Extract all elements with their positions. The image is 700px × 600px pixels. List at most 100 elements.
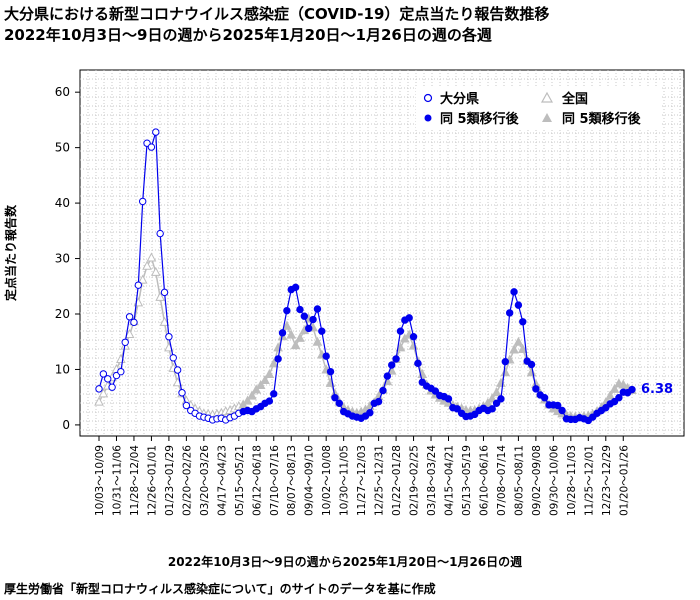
- oita-point: [405, 314, 413, 322]
- oita-point: [182, 401, 191, 410]
- oita-point: [283, 306, 291, 315]
- y-tick-label: 60: [55, 85, 70, 99]
- oita-point: [318, 327, 326, 335]
- oita-point: [554, 401, 562, 410]
- y-tick-label: 40: [55, 196, 70, 210]
- oita-point: [134, 281, 143, 289]
- oita-point: [374, 397, 383, 406]
- oita-point: [532, 385, 540, 393]
- national-point: [159, 316, 170, 326]
- y-tick-label: 10: [55, 362, 70, 376]
- legend: 大分県 全国 同 5類移行後 同 5類移行後: [416, 86, 662, 130]
- national-point: [618, 379, 629, 389]
- national-point: [609, 383, 620, 393]
- national-point: [251, 384, 262, 394]
- national-point: [509, 344, 519, 354]
- oita-point: [117, 367, 125, 376]
- oita-point: [108, 383, 116, 391]
- y-axis: 0 10 20 30 40 50 60: [55, 85, 80, 432]
- x-tick-label: 09/02～09/08: [531, 445, 543, 516]
- national-point: [605, 390, 615, 400]
- oita-point: [291, 283, 300, 292]
- oita-point: [138, 197, 147, 206]
- x-tick-label: 02/19～02/25: [409, 445, 421, 516]
- oita-point: [125, 313, 134, 321]
- national-point: [487, 393, 498, 403]
- last-value-label: 6.38: [641, 382, 673, 397]
- oita-point: [392, 355, 400, 363]
- oita-point: [173, 366, 182, 374]
- x-tick-label: 04/17～04/23: [216, 445, 228, 516]
- legend-national-after-marker: [542, 113, 552, 122]
- legend-national-marker: [540, 91, 554, 103]
- oita-point: [453, 405, 461, 413]
- x-tick-label: 06/12～06/18: [251, 445, 263, 516]
- x-tick-label: 12/23～12/29: [601, 445, 613, 516]
- national-point: [268, 358, 279, 368]
- oita-point: [505, 309, 514, 317]
- oita-point: [335, 399, 343, 407]
- x-tick-label: 03/20～03/26: [199, 445, 211, 516]
- oita-point: [527, 360, 536, 369]
- national-point: [264, 368, 275, 378]
- legend-oita-marker: [423, 93, 433, 103]
- y-tick-label: 50: [55, 141, 70, 155]
- oita-point: [165, 333, 173, 341]
- national-point: [124, 328, 135, 339]
- oita-point: [326, 367, 335, 376]
- x-tick-label: 01/20～01/26: [618, 445, 630, 516]
- x-tick-label: 09/30～10/06: [548, 445, 560, 516]
- oita-point: [152, 128, 160, 136]
- series-national: [94, 252, 637, 421]
- national-point: [142, 260, 152, 270]
- oita-point: [104, 375, 112, 383]
- national-point: [482, 397, 493, 407]
- oita-point: [379, 386, 387, 395]
- oita-point: [169, 354, 177, 362]
- oita-point: [147, 143, 156, 151]
- legend-oita-after-marker: [424, 114, 432, 122]
- y-tick-label: 0: [62, 418, 70, 432]
- series-oita: [95, 128, 636, 425]
- y-axis-label: 定点当たり報告数: [3, 204, 18, 301]
- x-tick-label: 04/15～04/21: [444, 445, 456, 516]
- x-tick-label: 11/25～12/01: [583, 445, 595, 516]
- oita-point: [519, 318, 527, 326]
- oita-point: [121, 338, 129, 346]
- plot-area: [79, 69, 685, 437]
- national-point: [517, 343, 528, 353]
- national-point: [312, 336, 323, 346]
- oita-point: [300, 312, 309, 320]
- oita-point: [488, 405, 496, 413]
- oita-point: [313, 305, 322, 313]
- x-tick-label: 03/18～03/24: [426, 445, 438, 516]
- x-tick-label: 05/13～05/19: [461, 445, 473, 516]
- national-point: [94, 396, 104, 406]
- x-tick-label: 08/07～08/13: [286, 445, 298, 516]
- x-tick-label: 10/31～11/06: [111, 445, 123, 516]
- national-point: [513, 336, 524, 346]
- x-tick-label: 11/27～12/03: [356, 445, 368, 516]
- national-point: [260, 374, 270, 385]
- oita-point: [309, 315, 317, 324]
- oita-point: [322, 352, 330, 360]
- source-note: 厚生労働省「新型コロナウィルス感染症について」のサイトのデータを基に作成: [4, 582, 436, 596]
- legend-national-label: 全国: [561, 91, 588, 107]
- x-tick-label: 06/10～06/16: [478, 445, 490, 516]
- oita-point: [444, 395, 453, 403]
- national-point: [150, 266, 161, 276]
- oita-point: [296, 305, 304, 314]
- oita-point: [396, 327, 405, 335]
- x-tick-label: 05/15～05/21: [234, 445, 246, 516]
- x-tick-label: 12/25～12/31: [374, 445, 386, 516]
- oita-point: [615, 394, 623, 402]
- legend-national-after-label: 同 5類移行後: [562, 111, 642, 127]
- oita-point: [99, 370, 108, 378]
- oita-point: [558, 406, 566, 415]
- title-line-1: 大分県における新型コロナウイルス感染症（COVID-19）定点当たり報告数推移: [4, 5, 550, 23]
- oita-point: [95, 385, 103, 393]
- x-tick-label: 10/30～11/05: [339, 445, 351, 516]
- oita-point: [274, 355, 282, 363]
- national-point: [155, 291, 165, 301]
- national-point: [146, 252, 157, 262]
